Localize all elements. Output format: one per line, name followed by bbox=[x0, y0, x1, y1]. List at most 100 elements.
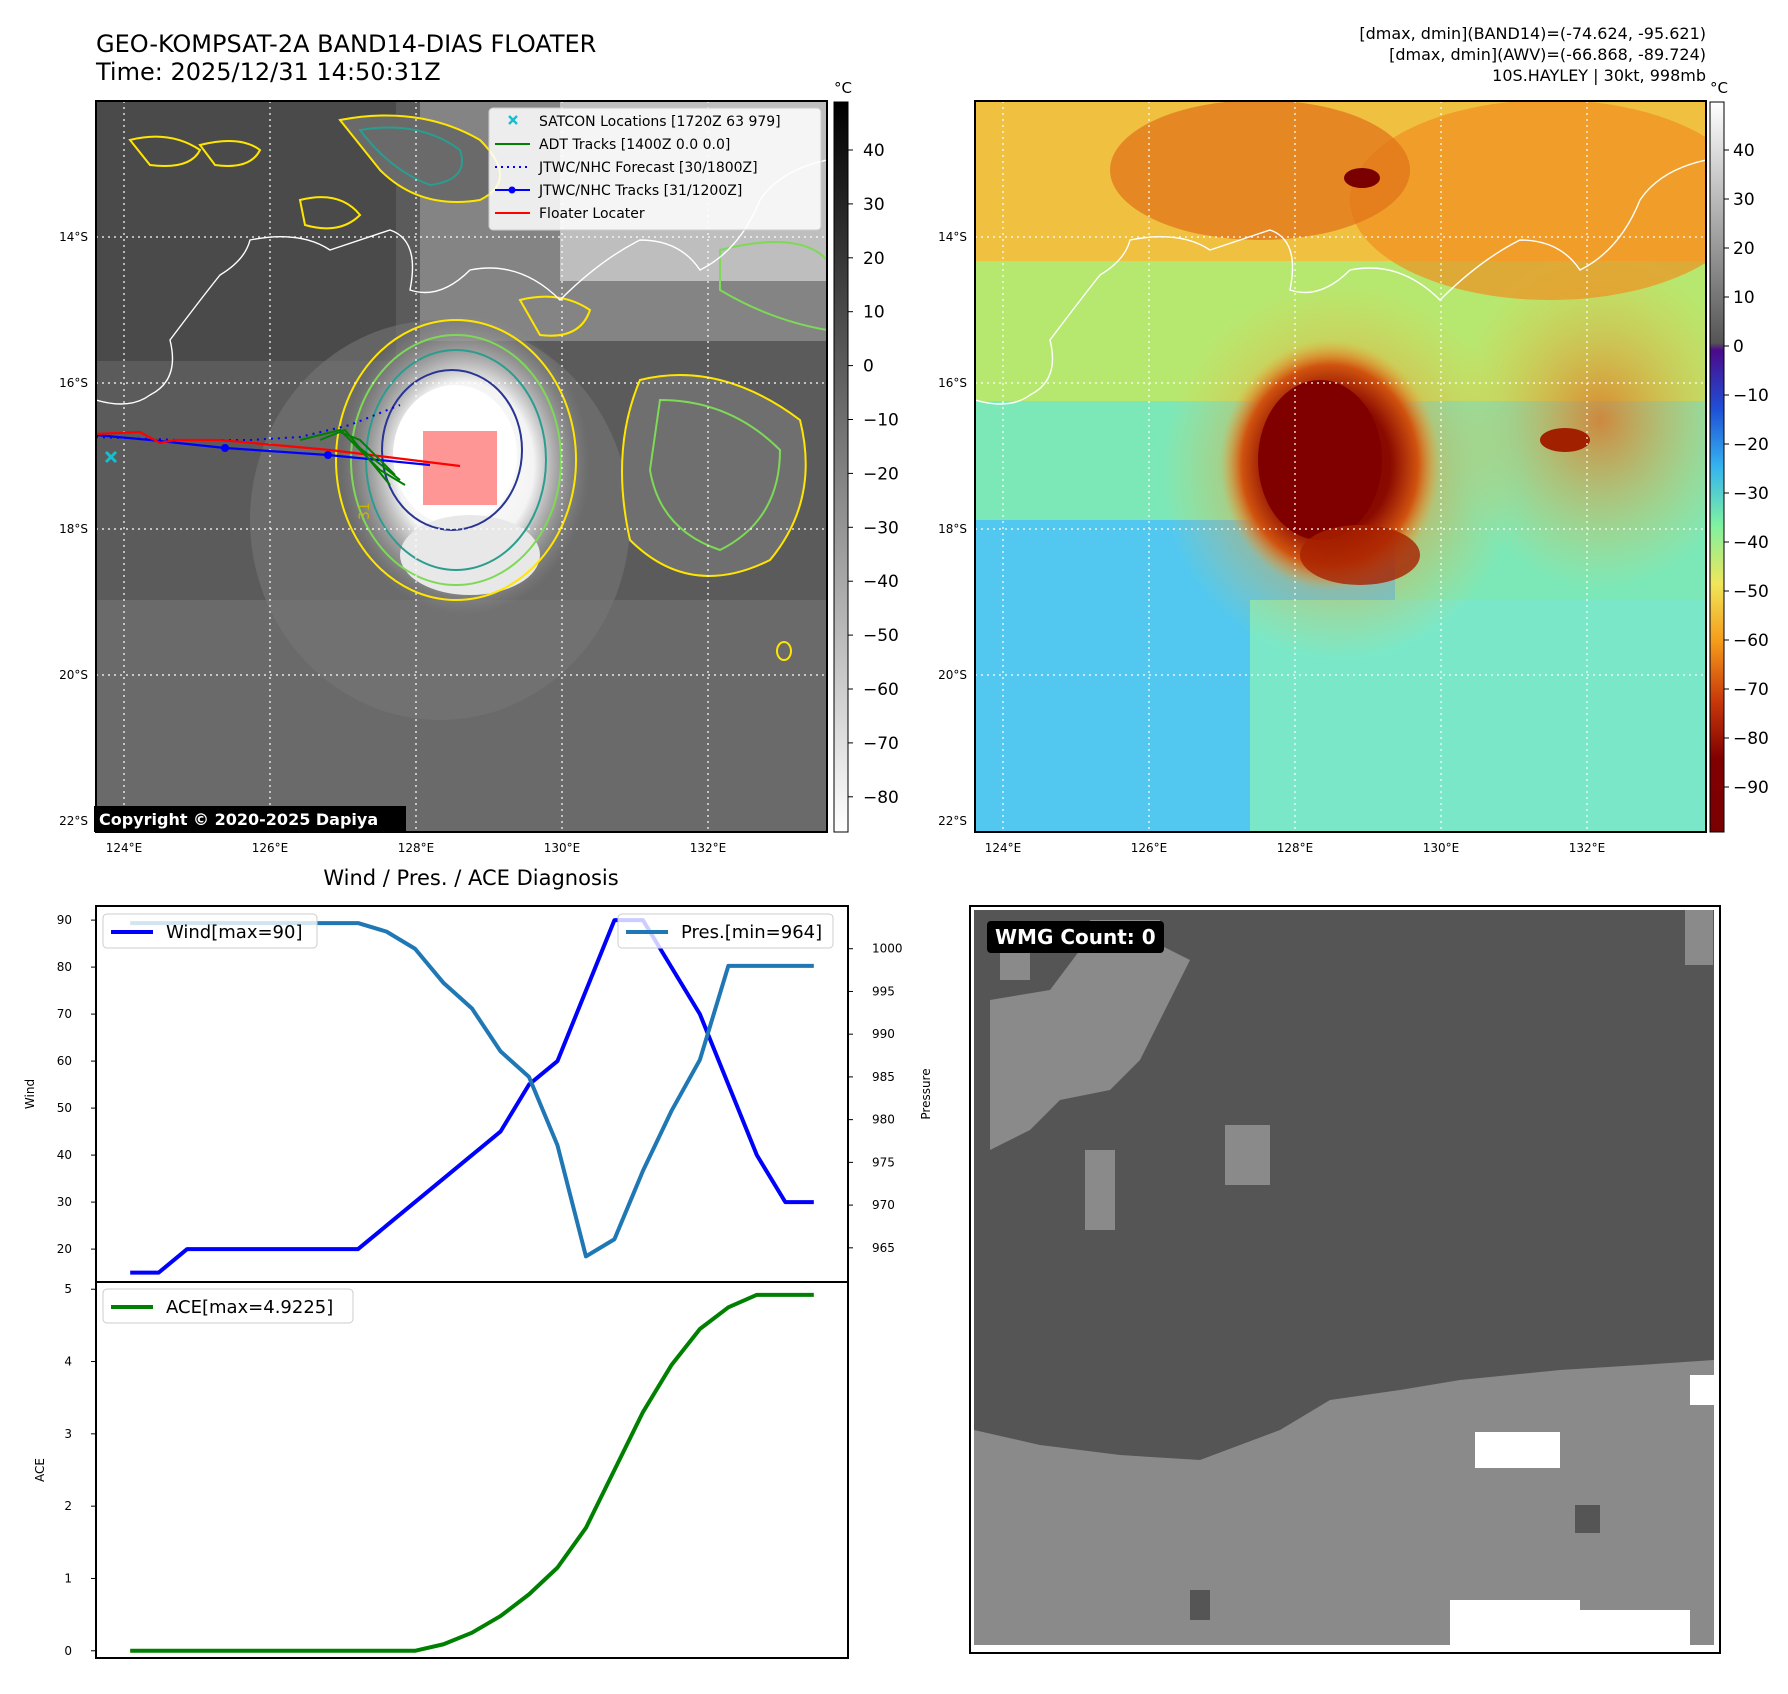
wind-tick-label: 40 bbox=[57, 1148, 72, 1162]
colorbar-tick-label: 10 bbox=[1733, 288, 1755, 308]
colorbar-tick-label: −50 bbox=[863, 626, 899, 646]
lon-tick: 124°E bbox=[985, 841, 1022, 855]
pressure-tick-label: 980 bbox=[872, 1113, 895, 1127]
colorbar-tick-label: 40 bbox=[1733, 141, 1755, 161]
wind-series-line bbox=[130, 918, 814, 1275]
colorbar-tick-label: 20 bbox=[1733, 239, 1755, 259]
wind-legend-label: Wind[max=90] bbox=[166, 922, 303, 943]
wind-pressure-chart: 20 30 40 50 60 70 80 90 965 970 975 980 985 990 995 10… bbox=[23, 905, 933, 1283]
colorbar-tick-label: −80 bbox=[1733, 729, 1769, 749]
colorbar-unit: °C bbox=[1710, 79, 1728, 97]
legend-adt: ADT Tracks [1400Z 0.0 0.0] bbox=[495, 137, 730, 153]
colorbar-tick-label: −30 bbox=[863, 518, 899, 538]
wmg-panel: WMG Count: 0 bbox=[969, 905, 1721, 1654]
diag-title: Wind / Pres. / ACE Diagnosis bbox=[323, 866, 618, 890]
wind-axis-label: Wind bbox=[23, 1079, 37, 1109]
svg-text:Copyright © 2020-2025 Dapiya: Copyright © 2020-2025 Dapiya bbox=[99, 810, 378, 829]
colorbar-tick-label: −60 bbox=[863, 680, 899, 700]
floater-box bbox=[423, 431, 497, 505]
copyright-badge: Copyright © 2020-2025 Dapiya bbox=[94, 806, 406, 832]
colorbar-tick-label: −10 bbox=[863, 411, 899, 431]
legend-satcon: SATCON Locations [1720Z 63 979] bbox=[508, 114, 781, 130]
info-storm: 10S.HAYLEY | 30kt, 998mb bbox=[1492, 66, 1706, 85]
lat-tick: 16°S bbox=[938, 376, 967, 390]
ir-map-panel: 31 SATCON Locations [1720Z 63 979] ADT T… bbox=[59, 100, 828, 855]
wind-tick-label: 70 bbox=[57, 1007, 72, 1021]
awv-colorbar: °C 40 30 20 10 0 −10 −20 −30 −40 −50 −60 −70 −80 −90 bbox=[1709, 79, 1769, 833]
colorbar-tick-label: 20 bbox=[863, 249, 885, 269]
svg-text:JTWC/NHC Forecast [30/1800Z]: JTWC/NHC Forecast [30/1800Z] bbox=[538, 160, 758, 176]
figure-title: GEO-KOMPSAT-2A BAND14-DIAS FLOATER bbox=[96, 30, 596, 58]
wmg-count-label: WMG Count: 0 bbox=[995, 925, 1156, 949]
colorbar-tick-label: −90 bbox=[1733, 778, 1769, 798]
ir-map-frame bbox=[95, 100, 828, 833]
lon-tick: 130°E bbox=[1423, 841, 1460, 855]
timestamp: Time: 2025/12/31 14:50:31Z bbox=[95, 58, 441, 86]
lon-tick: 124°E bbox=[106, 841, 143, 855]
ir-lat-ticks: 14°S 16°S 18°S 20°S 22°S bbox=[59, 230, 88, 828]
contour-label: 31 bbox=[357, 502, 373, 520]
svg-text:ADT Tracks [1400Z 0.0 0.0]: ADT Tracks [1400Z 0.0 0.0] bbox=[539, 137, 730, 153]
awv-map-panel: 14°S 16°S 18°S 20°S 22°S 124°E 126°E 128… bbox=[938, 100, 1707, 855]
ace-tick-label: 1 bbox=[64, 1571, 72, 1585]
colorbar-tick-label: 30 bbox=[863, 195, 885, 215]
colorbar-tick-label: 0 bbox=[1733, 337, 1744, 357]
pressure-tick-label: 995 bbox=[872, 984, 895, 998]
colorbar-tick-label: 0 bbox=[863, 357, 874, 377]
pressure-axis-label: Pressure bbox=[919, 1068, 933, 1119]
ace-series-line bbox=[130, 1292, 814, 1653]
satcon-marker bbox=[104, 450, 118, 464]
adt-tracks bbox=[299, 428, 406, 486]
pressure-tick-label: 965 bbox=[872, 1241, 895, 1255]
colorbar-tick-label: −40 bbox=[1733, 533, 1769, 553]
ace-tick-label: 5 bbox=[64, 1282, 72, 1296]
ace-tick-label: 0 bbox=[64, 1644, 72, 1658]
lat-tick: 16°S bbox=[59, 376, 88, 390]
pressure-tick-label: 1000 bbox=[872, 942, 903, 956]
wind-tick-label: 20 bbox=[57, 1242, 72, 1256]
ace-tick-label: 4 bbox=[64, 1355, 72, 1369]
lat-tick: 20°S bbox=[938, 668, 967, 682]
svg-text:SATCON Locations [1720Z 63 979: SATCON Locations [1720Z 63 979] bbox=[539, 114, 781, 130]
pressure-tick-label: 985 bbox=[872, 1070, 895, 1084]
ace-legend: ACE[max=4.9225] bbox=[102, 1288, 354, 1324]
lon-tick: 128°E bbox=[398, 841, 435, 855]
lat-tick: 14°S bbox=[938, 230, 967, 244]
lat-tick: 18°S bbox=[59, 522, 88, 536]
pressure-tick-label: 975 bbox=[872, 1155, 895, 1169]
lon-tick: 132°E bbox=[1569, 841, 1606, 855]
jtwc-track-point bbox=[324, 451, 332, 459]
svg-text:Floater Locater: Floater Locater bbox=[539, 206, 645, 222]
jtwc-forecast-track bbox=[96, 404, 401, 441]
ace-axis-label: ACE bbox=[33, 1458, 47, 1482]
colorbar-tick-label: −70 bbox=[1733, 680, 1769, 700]
colorbar-tick-label: −20 bbox=[1733, 435, 1769, 455]
ace-tick-label: 2 bbox=[64, 1499, 72, 1513]
awv-map-frame bbox=[974, 100, 1707, 833]
ace-chart: 0 1 2 3 4 5 ACE ACE[max=4.9225] bbox=[33, 1281, 849, 1659]
jtwc-track-point bbox=[221, 444, 229, 452]
colorbar-tick-label: −40 bbox=[863, 572, 899, 592]
awv-imagery bbox=[975, 101, 1706, 832]
awv-lat-ticks: 14°S 16°S 18°S 20°S 22°S bbox=[938, 230, 967, 828]
pressure-tick-label: 990 bbox=[872, 1027, 895, 1041]
svg-text:JTWC/NHC Tracks [31/1200Z]: JTWC/NHC Tracks [31/1200Z] bbox=[538, 183, 742, 199]
floater-locater-track bbox=[96, 430, 461, 468]
lat-tick: 18°S bbox=[938, 522, 967, 536]
colorbar-tick-label: −60 bbox=[1733, 631, 1769, 651]
map-legend: SATCON Locations [1720Z 63 979] ADT Trac… bbox=[488, 107, 822, 231]
legend-jtwc-forecast: JTWC/NHC Forecast [30/1800Z] bbox=[495, 160, 758, 176]
lat-tick: 22°S bbox=[938, 814, 967, 828]
info-awv: [dmax, dmin](AWV)=(-66.868, -89.724) bbox=[1389, 45, 1706, 64]
wind-legend: Wind[max=90] bbox=[102, 913, 318, 949]
colorbar-unit: °C bbox=[834, 79, 852, 97]
lat-tick: 14°S bbox=[59, 230, 88, 244]
wind-tick-label: 50 bbox=[57, 1101, 72, 1115]
wind-tick-label: 90 bbox=[57, 913, 72, 927]
info-band14: [dmax, dmin](BAND14)=(-74.624, -95.621) bbox=[1359, 24, 1706, 43]
colorbar-tick-label: −70 bbox=[863, 734, 899, 754]
colorbar-tick-label: −30 bbox=[1733, 484, 1769, 504]
lat-tick: 20°S bbox=[59, 668, 88, 682]
pressure-tick-label: 970 bbox=[872, 1198, 895, 1212]
